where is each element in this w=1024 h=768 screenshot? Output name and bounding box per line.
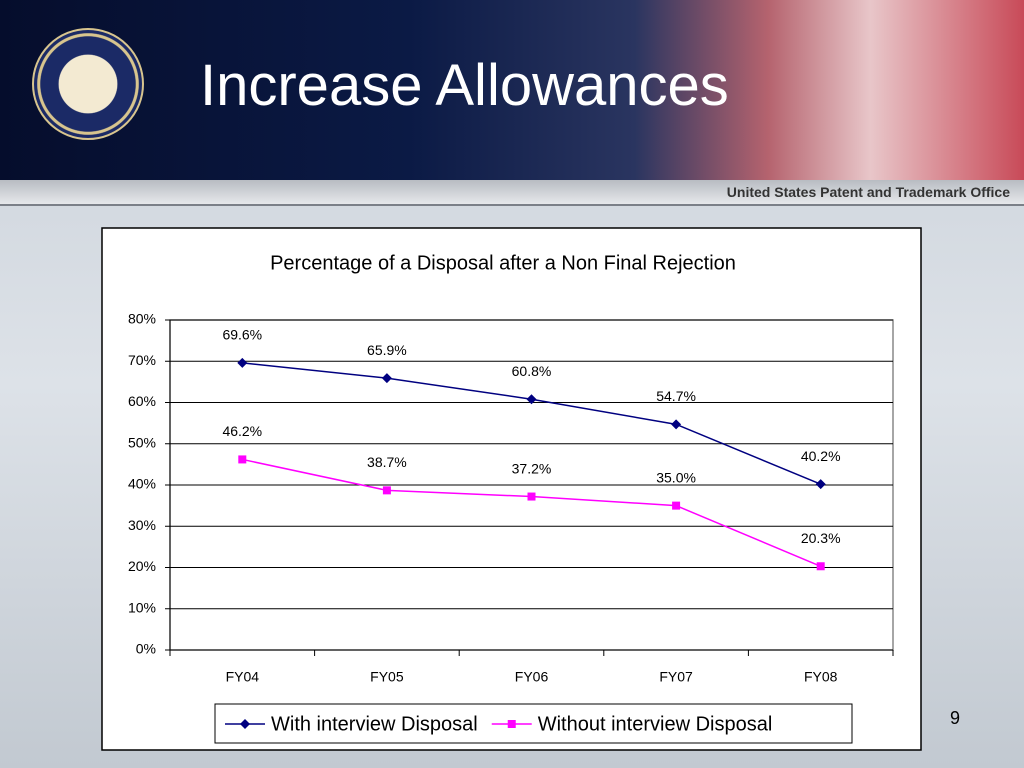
y-tick-label: 80% [128, 311, 156, 327]
y-tick-label: 10% [128, 599, 156, 615]
x-tick-label: FY04 [226, 669, 260, 685]
data-point [671, 419, 682, 430]
slide-title: Increase Allowances [200, 53, 729, 118]
data-label: 54.7% [656, 388, 696, 404]
y-tick-label: 70% [128, 352, 156, 368]
chart-frame [101, 227, 922, 751]
data-label: 35.0% [656, 469, 696, 485]
data-point [815, 479, 826, 490]
data-label: 46.2% [222, 423, 262, 439]
legend-marker [240, 719, 250, 729]
x-tick-label: FY06 [515, 669, 549, 685]
data-point [381, 373, 392, 384]
header-band [0, 180, 1024, 206]
logo-seal [32, 28, 144, 140]
legend-box [214, 703, 853, 744]
data-label: 60.8% [512, 363, 552, 379]
data-point [237, 357, 248, 368]
y-tick-label: 20% [128, 558, 156, 574]
data-label: 37.2% [512, 460, 552, 476]
data-label: 65.9% [367, 342, 407, 358]
data-point [382, 486, 391, 495]
y-tick-label: 0% [136, 641, 156, 657]
data-point [816, 562, 825, 571]
legend-label: Without interview Disposal [538, 713, 773, 735]
data-point [526, 394, 537, 405]
x-tick-label: FY05 [370, 669, 404, 685]
data-label: 38.7% [367, 454, 407, 470]
header-text: United States Patent and Trademark Offic… [726, 184, 1010, 200]
legend-marker [507, 720, 516, 728]
banner [0, 0, 1024, 180]
page-number: 9 [950, 708, 961, 728]
data-point [527, 492, 536, 501]
x-tick-label: FY08 [804, 669, 838, 685]
data-label: 69.6% [222, 327, 262, 343]
data-label: 20.3% [801, 530, 841, 546]
x-tick-label: FY07 [659, 669, 693, 685]
y-tick-label: 30% [128, 517, 156, 533]
y-tick-label: 60% [128, 393, 156, 409]
data-point [238, 455, 247, 464]
data-label: 40.2% [801, 448, 841, 464]
chart-title: Percentage of a Disposal after a Non Fin… [270, 252, 736, 274]
legend-label: With interview Disposal [271, 713, 478, 735]
y-tick-label: 40% [128, 476, 156, 492]
y-tick-label: 50% [128, 434, 156, 450]
data-point [672, 501, 681, 510]
